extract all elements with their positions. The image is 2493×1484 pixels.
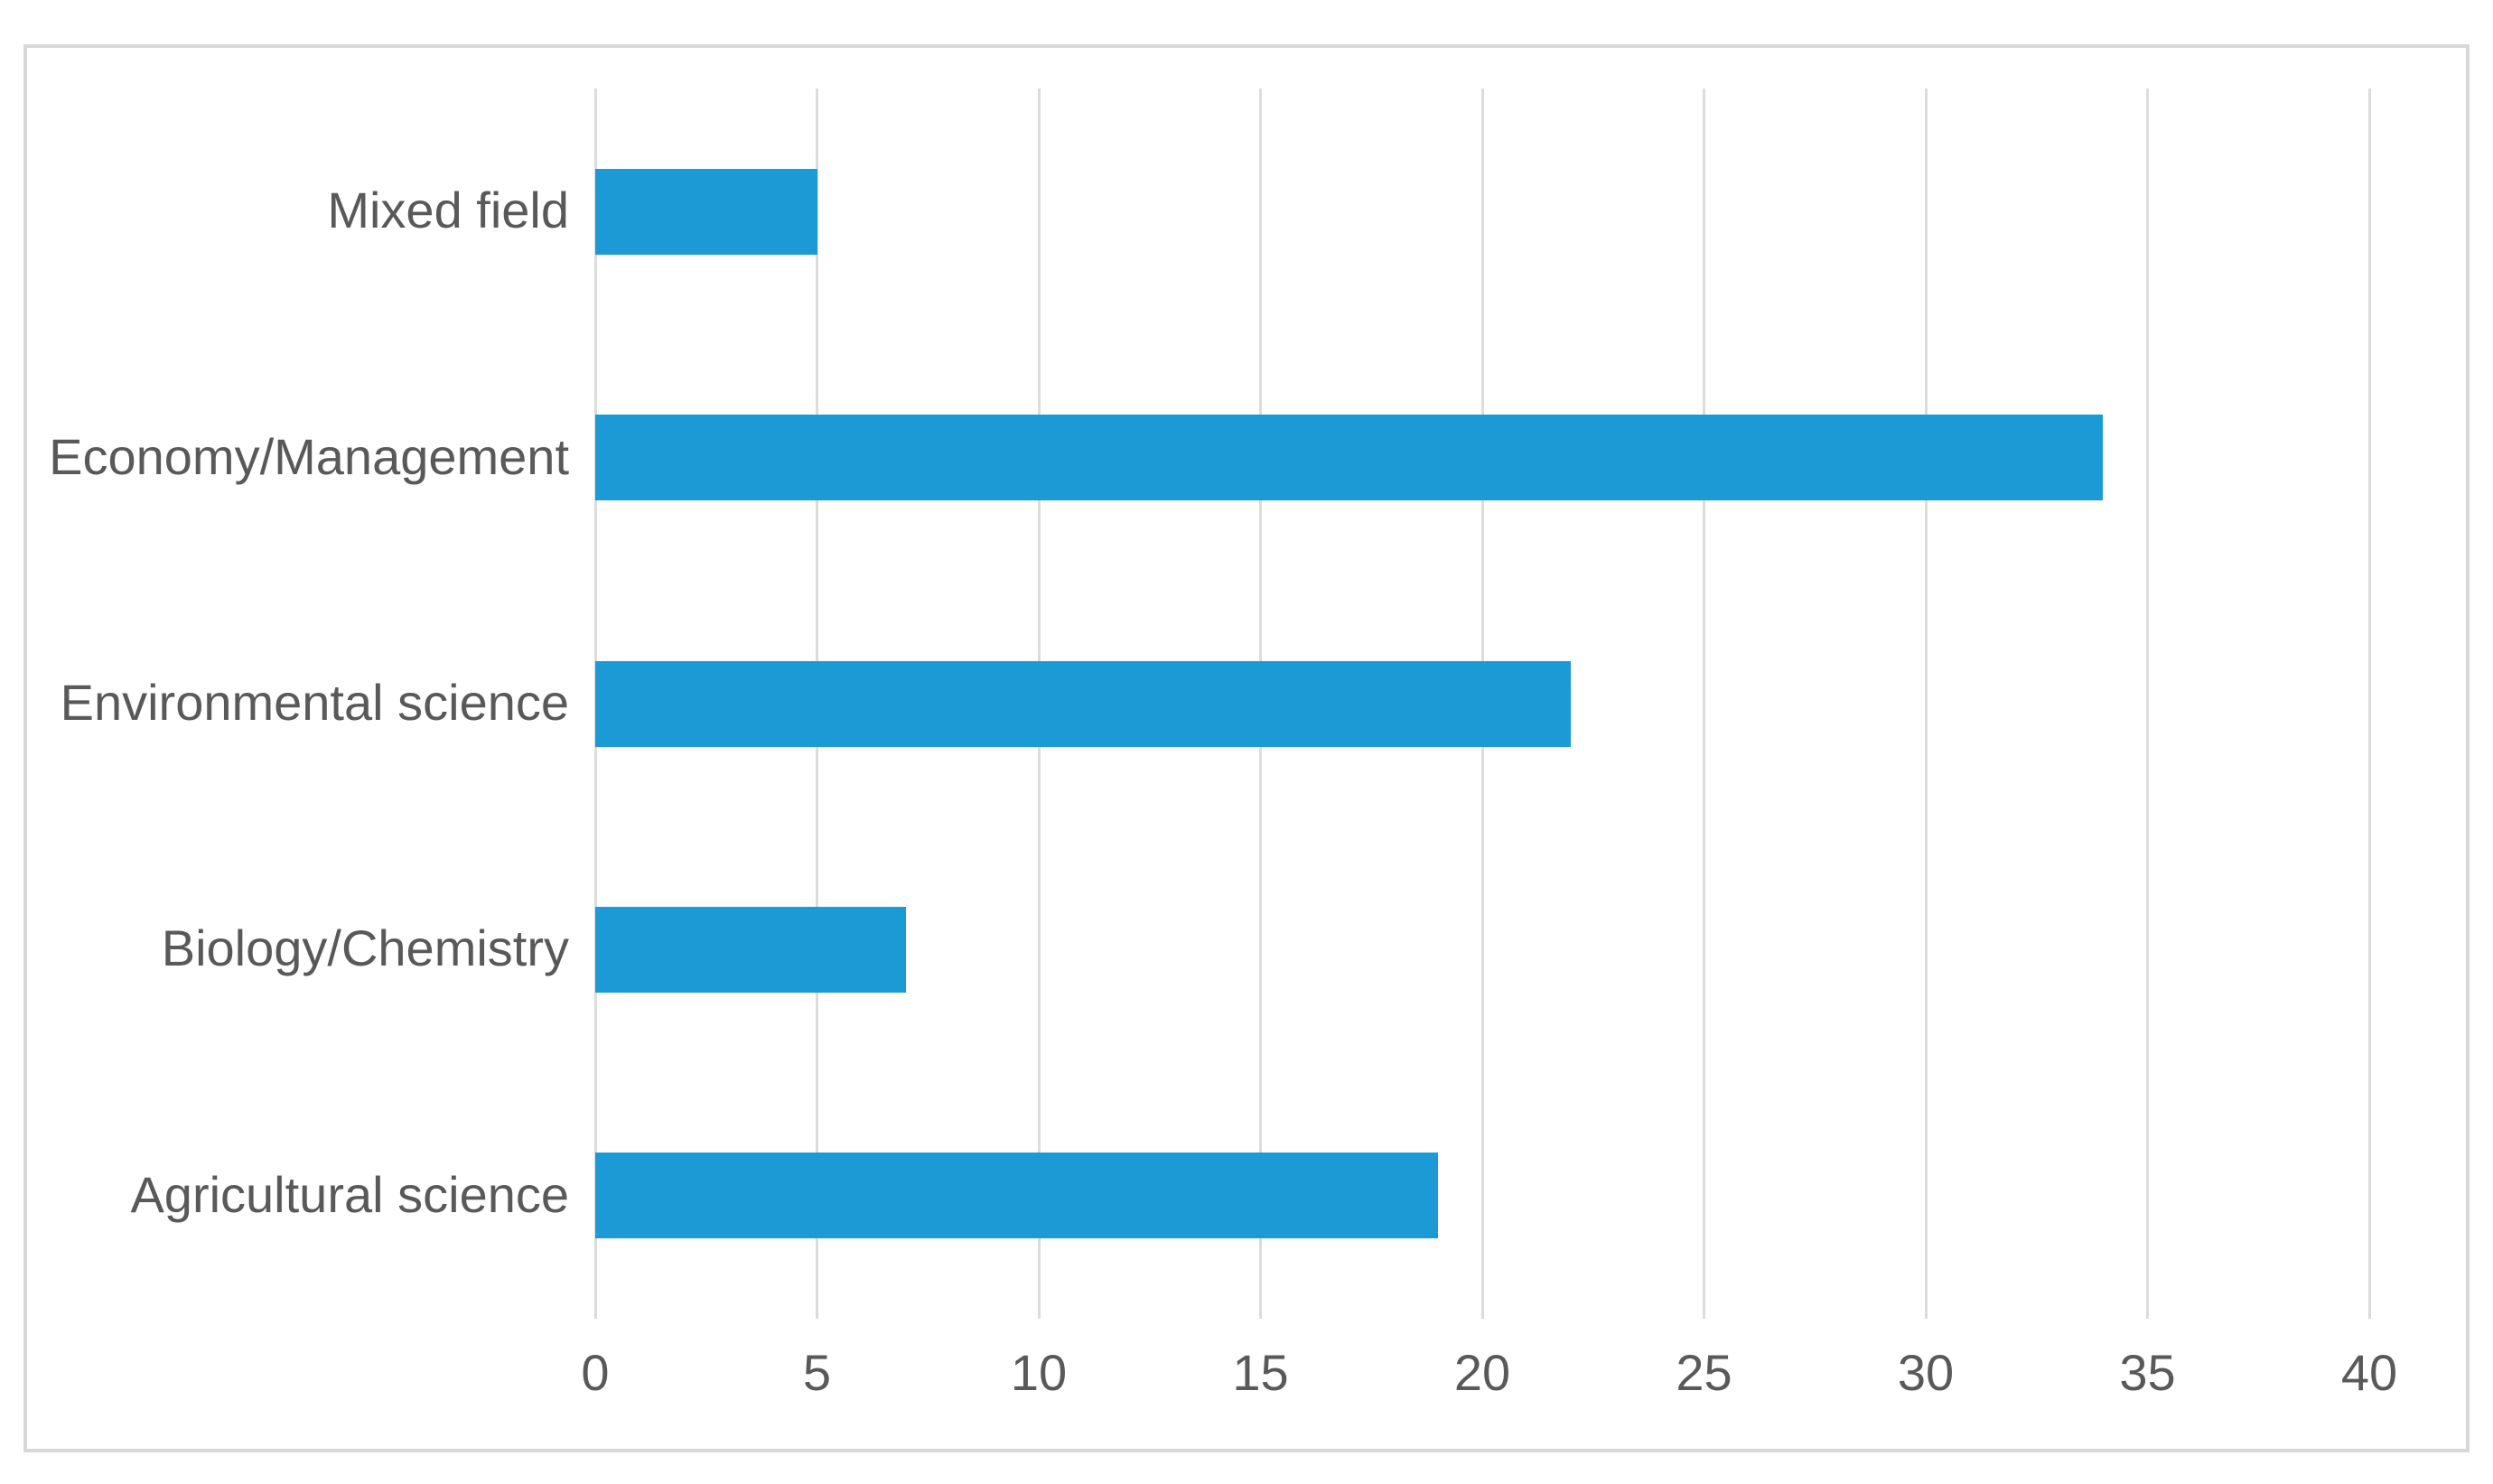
y-axis: Mixed field Economy/Management Environment… [0,89,569,1319]
x-tick-label: 30 [1897,1344,1955,1401]
gridline [2146,89,2149,1319]
plot-area [593,89,2371,1319]
gridline [1703,89,1705,1319]
bar [595,1153,1438,1239]
x-axis: 0 5 10 15 20 25 30 35 40 [581,1344,2397,1420]
category-label: Biology/Chemistry [161,919,569,977]
bar [595,906,906,993]
category-label: Mixed field [327,182,569,239]
category-label: Agricultural science [130,1165,569,1223]
x-tick-label: 20 [1453,1344,1511,1401]
category-label: Economy/Management [49,427,569,485]
x-tick-label: 10 [1010,1344,1068,1401]
category-label: Environmental science [60,673,569,731]
gridline [1924,89,1928,1319]
bar [595,168,817,255]
x-tick-label: 0 [581,1344,610,1401]
bar [595,415,2104,501]
bar [595,660,1572,747]
x-tick-label: 40 [2340,1344,2398,1401]
x-tick-label: 15 [1232,1344,1289,1401]
x-tick-label: 5 [802,1344,832,1401]
x-tick-label: 35 [2119,1344,2176,1401]
x-tick-label: 25 [1676,1344,1732,1401]
gridline [2367,89,2371,1319]
